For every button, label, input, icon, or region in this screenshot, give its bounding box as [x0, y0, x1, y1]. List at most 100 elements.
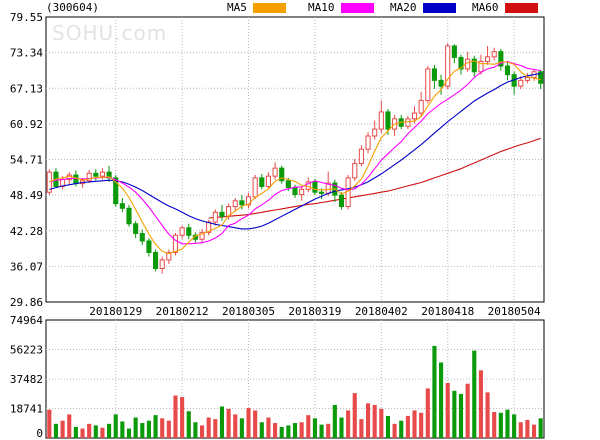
candle-body	[518, 79, 524, 87]
volume-bar	[352, 393, 357, 438]
candle-body	[239, 200, 245, 206]
ma60-line	[208, 137, 541, 219]
volume-bar	[73, 426, 78, 438]
volume-bar	[273, 423, 278, 438]
candle-body	[312, 181, 318, 193]
candle	[153, 249, 159, 272]
volume-y-tick-label: 74964	[10, 314, 43, 327]
volume-bar	[485, 392, 490, 438]
ma10-line-group	[49, 60, 541, 245]
volume-bar	[425, 388, 430, 438]
candle	[378, 100, 384, 134]
volume-bar	[199, 425, 205, 438]
volume-bar	[67, 414, 72, 438]
x-tick-label: 20180305	[222, 305, 275, 318]
volume-bar	[505, 409, 510, 438]
candle-body	[299, 188, 305, 196]
volume-bar	[319, 424, 324, 438]
price-y-tick-label: 42.28	[10, 225, 43, 238]
candle	[365, 131, 371, 154]
candle	[451, 44, 457, 64]
candle-body	[338, 194, 345, 208]
candle	[418, 91, 424, 116]
volume-bar	[445, 382, 450, 438]
candle-body	[219, 211, 225, 217]
legend-label-ma10: MA10	[308, 1, 335, 14]
price-y-tick-label: 54.71	[10, 154, 43, 167]
candle-body	[172, 234, 179, 253]
candle	[179, 225, 185, 239]
candle-body	[504, 65, 511, 76]
candle-body	[352, 163, 358, 179]
x-tick-label: 20180212	[156, 305, 209, 318]
volume-bar	[107, 423, 112, 438]
volume-bar	[372, 404, 377, 438]
volume-bar	[47, 409, 52, 438]
candle-body	[212, 211, 218, 223]
candle-body	[66, 174, 72, 181]
candle	[133, 220, 139, 239]
candle-body	[252, 177, 258, 198]
volume-bar	[392, 423, 397, 438]
volume-bar	[465, 383, 470, 438]
volume-bar	[180, 397, 185, 438]
candle	[219, 204, 225, 221]
volume-bar	[219, 406, 225, 438]
legend-label-ma20: MA20	[390, 1, 417, 14]
volume-bar	[359, 419, 364, 438]
legend-swatch-ma5	[253, 3, 286, 13]
volume-y-tick-label: 0	[36, 427, 43, 440]
candle	[524, 72, 530, 84]
volume-y-tick-label: 56223	[10, 344, 43, 357]
candle-body	[139, 233, 145, 242]
volume-bars	[47, 345, 543, 438]
volume-bar	[458, 393, 464, 438]
candle	[146, 238, 152, 257]
volume-bar	[478, 370, 483, 438]
volume-y-ticks: 74964 56223 37482 18741 0	[10, 314, 43, 440]
volume-bar	[299, 422, 304, 438]
volume-bar	[226, 408, 231, 438]
volume-y-tick-label: 18741	[10, 403, 43, 416]
candle-body	[418, 99, 424, 114]
candle-body	[524, 77, 530, 81]
volume-bar	[60, 420, 65, 438]
volume-bar	[498, 412, 503, 438]
volume-bar	[146, 420, 151, 438]
volume-bar	[166, 420, 171, 438]
candle-body	[93, 172, 99, 177]
x-tick-label: 20180418	[421, 305, 474, 318]
ma20-line-group	[49, 72, 541, 230]
candle-body	[73, 174, 79, 185]
volume-bar	[492, 412, 497, 438]
candle	[259, 173, 265, 190]
candle	[232, 197, 238, 211]
volume-bar	[525, 419, 530, 438]
candle-body	[319, 191, 325, 194]
volume-bar	[412, 410, 417, 438]
candle	[338, 192, 345, 210]
candle-body	[538, 71, 544, 84]
candle-body	[491, 51, 497, 58]
volume-bar	[346, 410, 351, 438]
volume-bar	[113, 414, 118, 438]
volume-bar	[213, 419, 218, 438]
volume-bar	[140, 423, 145, 438]
price-y-tick-label: 48.49	[10, 189, 43, 202]
x-tick-label: 20180129	[89, 305, 142, 318]
volume-bar	[472, 350, 477, 438]
volume-bar	[518, 422, 523, 438]
volume-bar	[193, 422, 198, 438]
candle	[471, 55, 477, 78]
volume-bar	[153, 415, 158, 438]
volume-bar	[339, 417, 344, 438]
volume-bar	[259, 422, 264, 438]
candle	[46, 169, 52, 196]
candle-body	[458, 56, 464, 70]
price-y-tick-label: 67.13	[10, 82, 43, 95]
candle-body	[153, 251, 159, 270]
candle	[352, 158, 358, 181]
candle-body	[471, 58, 477, 73]
candle	[126, 204, 132, 227]
